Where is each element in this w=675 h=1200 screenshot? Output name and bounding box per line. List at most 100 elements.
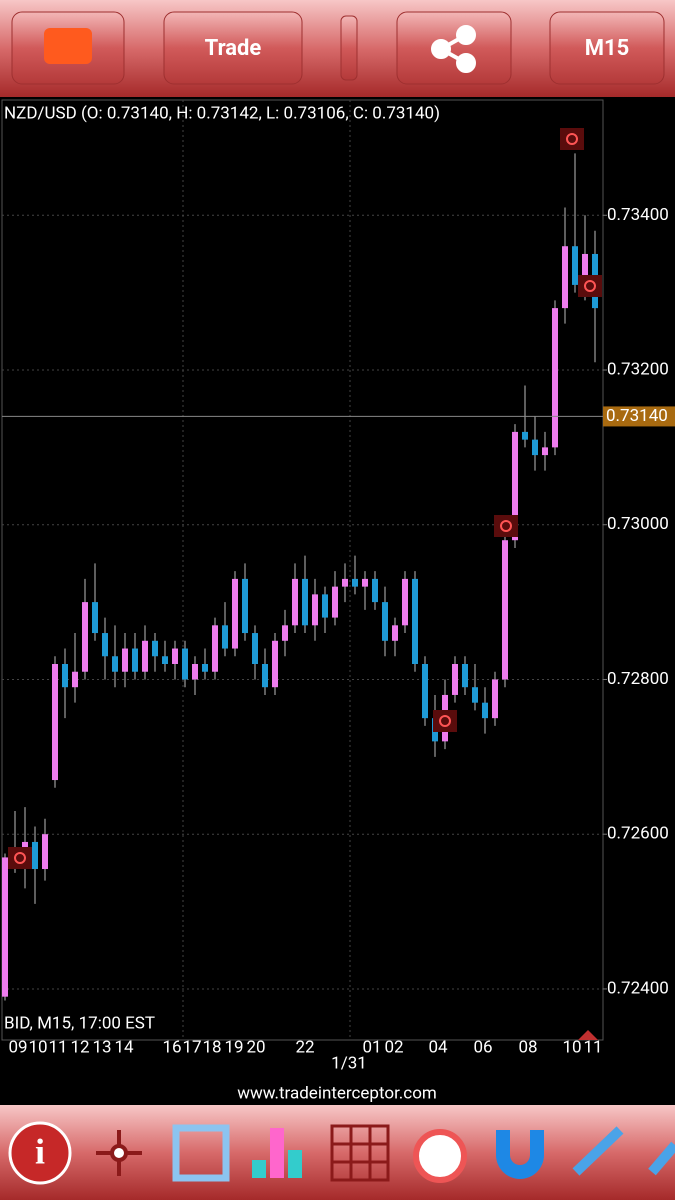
x-tick-label: 01 bbox=[362, 1037, 381, 1057]
candle-body bbox=[302, 578, 308, 626]
candle-body bbox=[312, 594, 318, 626]
y-tick-label: 0.73000 bbox=[607, 514, 669, 534]
zoom-button[interactable] bbox=[172, 1124, 230, 1182]
scroll-marker[interactable] bbox=[578, 1030, 598, 1040]
candle-body bbox=[72, 671, 78, 688]
candle-body bbox=[502, 540, 508, 680]
candle-body bbox=[462, 664, 468, 688]
signal-icon bbox=[14, 852, 26, 864]
magnet-button[interactable] bbox=[496, 1130, 544, 1179]
candle-body bbox=[272, 640, 278, 688]
share-button[interactable] bbox=[396, 11, 512, 85]
y-tick-label: 0.72800 bbox=[607, 669, 669, 689]
candle-body bbox=[62, 664, 68, 688]
candle-body bbox=[392, 625, 398, 641]
candle-body bbox=[562, 246, 568, 309]
candle-body bbox=[342, 578, 348, 587]
menu-icon bbox=[44, 28, 92, 64]
signal-marker bbox=[494, 515, 518, 537]
candle-body bbox=[412, 578, 418, 664]
signal-marker bbox=[8, 847, 32, 869]
share-icon bbox=[431, 25, 476, 73]
signal-icon bbox=[566, 133, 578, 145]
x-tick-label: 20 bbox=[246, 1037, 265, 1057]
candle-body bbox=[252, 633, 258, 664]
signal-marker bbox=[433, 710, 457, 732]
candle-body bbox=[42, 834, 48, 870]
candle-body bbox=[242, 578, 248, 634]
candle-body bbox=[402, 578, 408, 626]
chart-title: NZD/USD (O: 0.73140, H: 0.73142, L: 0.73… bbox=[4, 103, 440, 123]
timeframe-button[interactable] bbox=[549, 11, 665, 85]
candle-body bbox=[552, 308, 558, 448]
candle-body bbox=[492, 679, 498, 719]
price-tag bbox=[603, 406, 675, 427]
candle-body bbox=[322, 594, 328, 618]
candle-body bbox=[332, 586, 338, 618]
candle-body bbox=[372, 578, 378, 603]
candle-body bbox=[142, 640, 148, 672]
x-tick-label: 19 bbox=[224, 1037, 243, 1057]
candle-body bbox=[182, 648, 188, 680]
date-label: 1/31 bbox=[331, 1053, 367, 1073]
x-tick-label: 09 bbox=[8, 1037, 27, 1057]
candle-body bbox=[352, 578, 358, 587]
x-tick-label: 12 bbox=[70, 1037, 89, 1057]
x-tick-label: 17 bbox=[182, 1037, 201, 1057]
candle-body bbox=[452, 664, 458, 695]
candle-body bbox=[162, 656, 168, 664]
bottom-icons: i bbox=[8, 1121, 675, 1185]
website: www.tradeinterceptor.com bbox=[237, 1083, 437, 1103]
x-tick-label: 06 bbox=[473, 1037, 492, 1057]
x-tick-label: 18 bbox=[202, 1037, 221, 1057]
candle-body bbox=[532, 439, 538, 456]
x-tick-label: 14 bbox=[114, 1037, 134, 1057]
candle-body bbox=[472, 687, 478, 703]
candle-body bbox=[192, 664, 198, 680]
tools-button-2[interactable] bbox=[648, 1141, 675, 1176]
alarm-button[interactable] bbox=[413, 1129, 467, 1183]
candle-body bbox=[482, 702, 488, 719]
chart-subtitle: BID, M15, 17:00 EST bbox=[4, 1013, 155, 1033]
crosshair-button[interactable] bbox=[96, 1130, 142, 1176]
candle-body bbox=[102, 633, 108, 657]
candle-body bbox=[522, 431, 528, 440]
candle-body bbox=[292, 578, 298, 626]
x-tick-label: 11 bbox=[48, 1037, 67, 1057]
info-icon: i bbox=[35, 1131, 45, 1171]
y-tick-label: 0.72600 bbox=[607, 824, 669, 844]
x-tick-label: 04 bbox=[428, 1037, 448, 1057]
x-tick-label: 10 bbox=[562, 1037, 581, 1057]
x-tick-label: 11 bbox=[583, 1037, 602, 1057]
plot-frame bbox=[1, 99, 604, 1041]
candle-body bbox=[382, 602, 388, 641]
candle-body bbox=[232, 578, 238, 649]
candle-body bbox=[32, 841, 38, 870]
timeframe-label: M15 bbox=[585, 36, 630, 61]
candle-body bbox=[82, 602, 88, 672]
candle-body bbox=[122, 648, 128, 672]
indicator-button[interactable] bbox=[252, 1128, 302, 1178]
candle-body bbox=[222, 625, 228, 649]
signal-icon bbox=[500, 520, 512, 532]
tools-button[interactable] bbox=[572, 1126, 624, 1176]
y-tick-label: 0.73200 bbox=[607, 359, 669, 379]
scroll-handle[interactable] bbox=[340, 15, 358, 81]
signal-marker bbox=[560, 128, 584, 150]
candle-body bbox=[172, 648, 178, 664]
trade-button[interactable] bbox=[163, 11, 303, 85]
x-tick-label: 10 bbox=[28, 1037, 47, 1057]
info-button[interactable] bbox=[8, 1121, 72, 1185]
candle-body bbox=[152, 640, 158, 657]
candle-body bbox=[52, 664, 58, 781]
x-tick-label: 13 bbox=[92, 1037, 111, 1057]
trade-label: Trade bbox=[205, 36, 262, 61]
candle-body bbox=[572, 246, 578, 285]
candle-body bbox=[202, 664, 208, 672]
x-tick-label: 08 bbox=[518, 1037, 537, 1057]
candle-body bbox=[2, 857, 8, 997]
candle-body bbox=[582, 253, 588, 285]
y-tick-label: 0.72400 bbox=[607, 978, 669, 998]
grid-button[interactable] bbox=[330, 1124, 390, 1182]
